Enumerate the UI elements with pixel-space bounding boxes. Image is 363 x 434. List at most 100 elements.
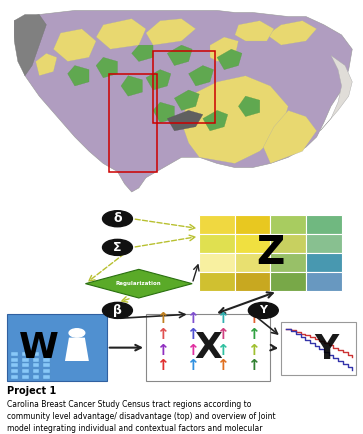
Bar	[22, 369, 29, 373]
Bar	[199, 234, 235, 253]
Polygon shape	[132, 45, 153, 62]
Bar	[33, 364, 39, 367]
Text: Y: Y	[259, 306, 267, 316]
Bar	[44, 352, 50, 356]
Polygon shape	[235, 21, 274, 41]
Text: ↑: ↑	[186, 327, 199, 342]
Polygon shape	[182, 76, 288, 164]
Circle shape	[102, 302, 132, 319]
Text: ↑: ↑	[186, 311, 199, 326]
Polygon shape	[96, 57, 118, 78]
Polygon shape	[263, 110, 317, 164]
Bar	[12, 352, 18, 356]
Bar	[33, 369, 39, 373]
Circle shape	[69, 329, 85, 337]
Bar	[33, 375, 39, 379]
Text: Y: Y	[314, 333, 338, 366]
Bar	[235, 253, 270, 272]
Text: ↑: ↑	[186, 358, 199, 373]
Text: ↑: ↑	[217, 311, 229, 326]
Bar	[235, 215, 270, 234]
Bar	[44, 364, 50, 367]
Polygon shape	[146, 19, 196, 45]
Polygon shape	[14, 10, 352, 192]
Polygon shape	[320, 56, 352, 131]
Bar	[306, 215, 342, 234]
Text: ↑: ↑	[247, 327, 260, 342]
Bar	[44, 369, 50, 373]
Text: δ: δ	[113, 212, 122, 225]
Bar	[12, 375, 18, 379]
Polygon shape	[210, 37, 238, 62]
Bar	[22, 358, 29, 362]
Bar	[44, 358, 50, 362]
Polygon shape	[65, 338, 89, 361]
Text: ↑: ↑	[247, 311, 260, 326]
Polygon shape	[53, 29, 96, 62]
Text: ↑: ↑	[156, 342, 168, 358]
Polygon shape	[238, 96, 260, 116]
Polygon shape	[153, 102, 174, 123]
Text: ↑: ↑	[156, 311, 168, 326]
Text: ↑: ↑	[217, 327, 229, 342]
Circle shape	[102, 240, 132, 255]
Polygon shape	[14, 15, 46, 76]
Bar	[235, 272, 270, 291]
Text: ↑: ↑	[156, 358, 168, 373]
Bar	[306, 272, 342, 291]
Bar	[146, 314, 270, 381]
Bar	[33, 352, 39, 356]
Bar	[33, 358, 39, 362]
Text: Carolina Breast Cancer Study Census tract regions according to
community level a: Carolina Breast Cancer Study Census trac…	[7, 400, 276, 434]
Bar	[306, 234, 342, 253]
Text: X: X	[194, 331, 222, 365]
Polygon shape	[267, 21, 317, 45]
Text: ↑: ↑	[156, 327, 168, 342]
Bar	[7, 314, 107, 381]
Bar	[22, 364, 29, 367]
Polygon shape	[68, 66, 89, 86]
Text: Z: Z	[256, 234, 285, 272]
Bar	[22, 352, 29, 356]
Polygon shape	[174, 90, 199, 110]
Bar	[12, 358, 18, 362]
Bar	[199, 272, 235, 291]
Bar	[199, 215, 235, 234]
Bar	[199, 253, 235, 272]
Bar	[235, 234, 270, 253]
Bar	[270, 253, 306, 272]
Bar	[270, 234, 306, 253]
Text: β: β	[113, 304, 122, 317]
Text: W: W	[19, 331, 59, 365]
Bar	[270, 215, 306, 234]
Bar	[44, 375, 50, 379]
Polygon shape	[36, 53, 57, 76]
Text: ↑: ↑	[186, 342, 199, 358]
Polygon shape	[146, 69, 171, 90]
Bar	[153, 51, 215, 123]
Polygon shape	[121, 76, 142, 96]
Text: ↑: ↑	[217, 342, 229, 358]
Text: ↑: ↑	[247, 342, 260, 358]
Polygon shape	[217, 49, 242, 69]
Circle shape	[248, 302, 278, 319]
Text: Regularization: Regularization	[116, 281, 162, 286]
Circle shape	[102, 211, 132, 227]
Bar	[306, 253, 342, 272]
Text: Project 1: Project 1	[7, 386, 57, 396]
Bar	[109, 74, 156, 171]
Bar	[12, 364, 18, 367]
Text: ↑: ↑	[247, 358, 260, 373]
Polygon shape	[96, 19, 146, 49]
Polygon shape	[167, 45, 192, 66]
Polygon shape	[189, 66, 213, 86]
Polygon shape	[85, 270, 192, 298]
Bar	[22, 375, 29, 379]
Polygon shape	[167, 110, 203, 131]
Bar	[12, 369, 18, 373]
Text: ↑: ↑	[217, 358, 229, 373]
Text: Σ: Σ	[113, 241, 122, 254]
Bar	[281, 322, 356, 375]
Polygon shape	[203, 110, 228, 131]
Bar	[270, 272, 306, 291]
